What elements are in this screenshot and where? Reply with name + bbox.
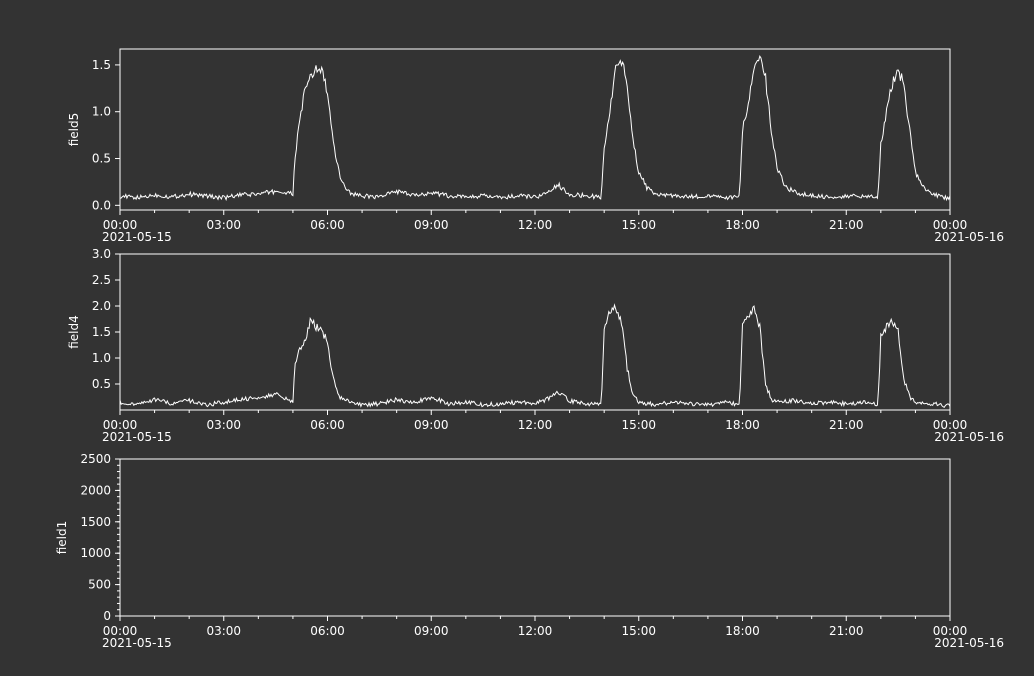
series-line-field4 [119,303,951,408]
chart-panel-2: 0.5 1.0 1.5 2.0 2.5 3.0 00:00 03:00 06:00 09:00 12… [67,247,1004,444]
plot-frame [119,48,951,211]
x-tick-label: 18:00 [725,418,760,432]
x-tick-label: 03:00 [206,624,241,638]
x-tick-label: 00:00 [933,418,968,432]
plot-frame [119,253,951,411]
y-tick-label: 1.0 [92,351,111,365]
x-tick-label: 15:00 [621,624,656,638]
x-tick-label: 03:00 [206,418,241,432]
y-axis-label: field4 [67,315,81,349]
x-date-label-end: 2021-05-16 [934,430,1004,444]
y-tick-label: 0.5 [92,377,111,391]
x-tick-label: 00:00 [933,218,968,232]
x-tick-label: 18:00 [725,218,760,232]
x-tick-label: 09:00 [414,418,449,432]
y-tick-label: 1.5 [92,58,111,72]
y-tick-label: 2000 [80,483,111,497]
x-tick-label: 21:00 [829,624,864,638]
chart-panel-1: 0.0 0.5 1.0 1.5 00:00 03:00 06:00 09:00 12:00 15:… [67,48,1004,244]
chart-panel-3: 0 500 1000 1500 2000 2500 00:00 03:00 06:00 09:00… [55,452,1004,650]
x-tick-label: 00:00 [103,418,138,432]
y-tick-label: 2500 [80,452,111,466]
y-axis-label: field5 [67,113,81,147]
x-tick-label: 06:00 [310,418,345,432]
x-tick-label: 15:00 [621,218,656,232]
y-tick-label: 0.0 [92,198,111,212]
plot-frame [119,458,951,617]
x-tick-label: 12:00 [518,418,553,432]
y-tick-label: 500 [88,578,111,592]
x-tick-label: 12:00 [518,218,553,232]
x-date-label-start: 2021-05-15 [102,230,172,244]
x-date-label-end: 2021-05-16 [934,636,1004,650]
x-tick-label: 21:00 [829,418,864,432]
y-tick-label: 0 [103,609,111,623]
x-date-label-start: 2021-05-15 [102,636,172,650]
series-line-field5 [119,55,951,202]
x-date-label-start: 2021-05-15 [102,430,172,444]
x-tick-label: 21:00 [829,218,864,232]
y-tick-label: 3.0 [92,247,111,261]
x-tick-label: 00:00 [933,624,968,638]
x-tick-label: 15:00 [621,418,656,432]
x-date-label-end: 2021-05-16 [934,230,1004,244]
x-tick-label: 00:00 [103,624,138,638]
x-tick-label: 12:00 [518,624,553,638]
y-tick-label: 1.5 [92,325,111,339]
y-tick-label: 2.0 [92,299,111,313]
x-tick-label: 09:00 [414,624,449,638]
y-axis-label: field1 [55,521,69,555]
x-tick-label: 06:00 [310,218,345,232]
x-tick-label: 00:00 [103,218,138,232]
x-tick-label: 06:00 [310,624,345,638]
x-tick-label: 18:00 [725,624,760,638]
y-tick-label: 2.5 [92,273,111,287]
y-tick-label: 1000 [80,546,111,560]
y-tick-label: 1500 [80,515,111,529]
y-tick-label: 1.0 [92,105,111,119]
y-tick-label: 0.5 [92,152,111,166]
x-tick-label: 03:00 [206,218,241,232]
x-tick-label: 09:00 [414,218,449,232]
